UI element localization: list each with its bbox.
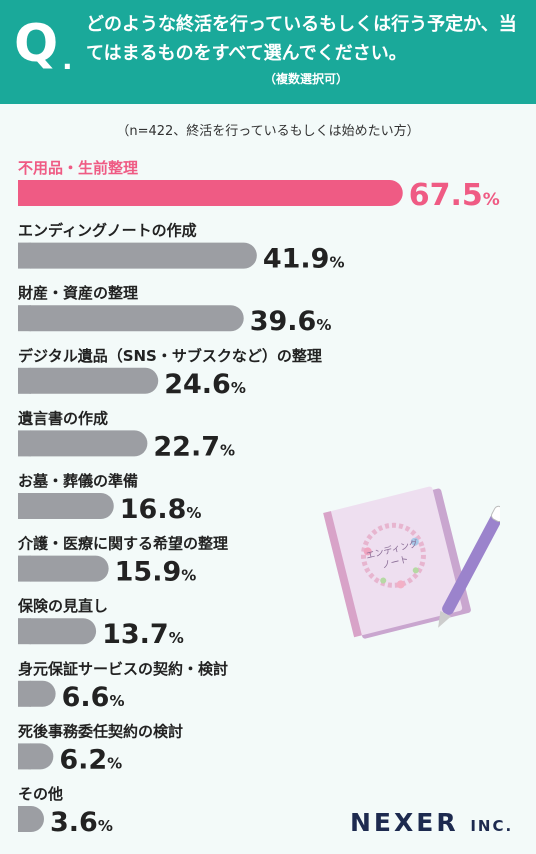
value-label: 15.9% (115, 557, 197, 588)
leaf-icon (412, 567, 419, 574)
q-mark: Q (14, 14, 59, 74)
pen-cap (491, 505, 500, 522)
value-label: 3.6% (50, 807, 113, 838)
value-label: 16.8% (120, 494, 202, 525)
category-label: 財産・資産の整理 (17, 284, 138, 302)
value-label: 13.7% (102, 619, 184, 650)
question-header: Q . どのような終活を行っているもしくは行う予定か、当てはまるものをすべて選ん… (0, 0, 536, 104)
bar-base (18, 743, 31, 770)
pen-icon (442, 506, 500, 615)
flower-icon (363, 547, 372, 556)
value-label: 22.7% (153, 431, 235, 462)
value-unit: % (483, 190, 500, 210)
value-unit: % (329, 254, 344, 272)
ending-note-illustration: エンディング ノート (323, 486, 500, 639)
bar-base (18, 242, 31, 269)
bar-base (18, 493, 31, 519)
category-label: 遺言書の作成 (17, 409, 108, 427)
notebook-spine (323, 511, 362, 638)
value-unit: % (186, 504, 201, 522)
value-unit: % (109, 692, 124, 710)
question-text: どのような終活を行っているもしくは行う予定か、当てはまるものをすべて選んでくださ… (86, 14, 517, 64)
bar-base (18, 305, 31, 332)
bar-base (18, 180, 31, 206)
value-unit: % (231, 379, 246, 397)
value-label: 41.9% (263, 244, 345, 275)
bar-base (18, 618, 31, 645)
sample-note: （n=422、終活を行っているもしくは始めたい方） (116, 124, 420, 139)
flower-wreath-icon (360, 522, 426, 588)
value-unit: % (98, 817, 113, 835)
pen-tip (438, 610, 451, 628)
leaf-icon (380, 577, 387, 584)
category-label: お墓・葬儀の準備 (18, 472, 138, 490)
value-label: 39.6% (250, 306, 332, 337)
value-unit: % (316, 316, 331, 334)
flower-icon (396, 580, 405, 589)
value-unit: % (181, 567, 196, 585)
category-label: 保険の見直し (17, 597, 108, 615)
category-label: デジタル遺品（SNS・サブスクなど）の整理 (18, 347, 322, 365)
value-unit: % (107, 754, 122, 772)
bar-base (18, 367, 31, 394)
bar (18, 367, 159, 394)
category-label: 介護・医療に関する希望の整理 (17, 535, 228, 553)
bar-base (18, 555, 31, 582)
category-label: 死後事務委任契約の検討 (18, 722, 183, 740)
nexer-logo: NEXER INC. (350, 808, 513, 837)
bar-base (18, 680, 31, 707)
category-label: 身元保証サービスの契約・検討 (18, 660, 228, 678)
value-unit: % (169, 629, 184, 647)
value-unit: % (220, 441, 235, 459)
category-label: 不用品・生前整理 (18, 159, 138, 177)
bar (18, 493, 114, 519)
value-label: 67.5% (409, 178, 500, 213)
bar-base (18, 806, 31, 832)
value-label: 6.2% (59, 744, 122, 775)
category-label: エンディングノートの作成 (18, 222, 197, 240)
bar (18, 305, 244, 332)
value-label: 24.6% (164, 369, 246, 400)
bar (18, 618, 97, 645)
question-subnote: （複数選択可） (263, 72, 348, 86)
bar (18, 180, 403, 206)
bar (18, 430, 148, 457)
category-label: その他 (18, 785, 63, 803)
notebook-cover (323, 486, 463, 637)
brand-name: NEXER (350, 808, 459, 837)
bar-base (18, 430, 31, 457)
bar (18, 555, 109, 582)
bar (18, 242, 257, 269)
flower-icon (410, 537, 419, 546)
brand-suffix: INC. (470, 817, 514, 835)
value-label: 6.6% (62, 682, 125, 713)
q-dot: . (62, 43, 73, 76)
